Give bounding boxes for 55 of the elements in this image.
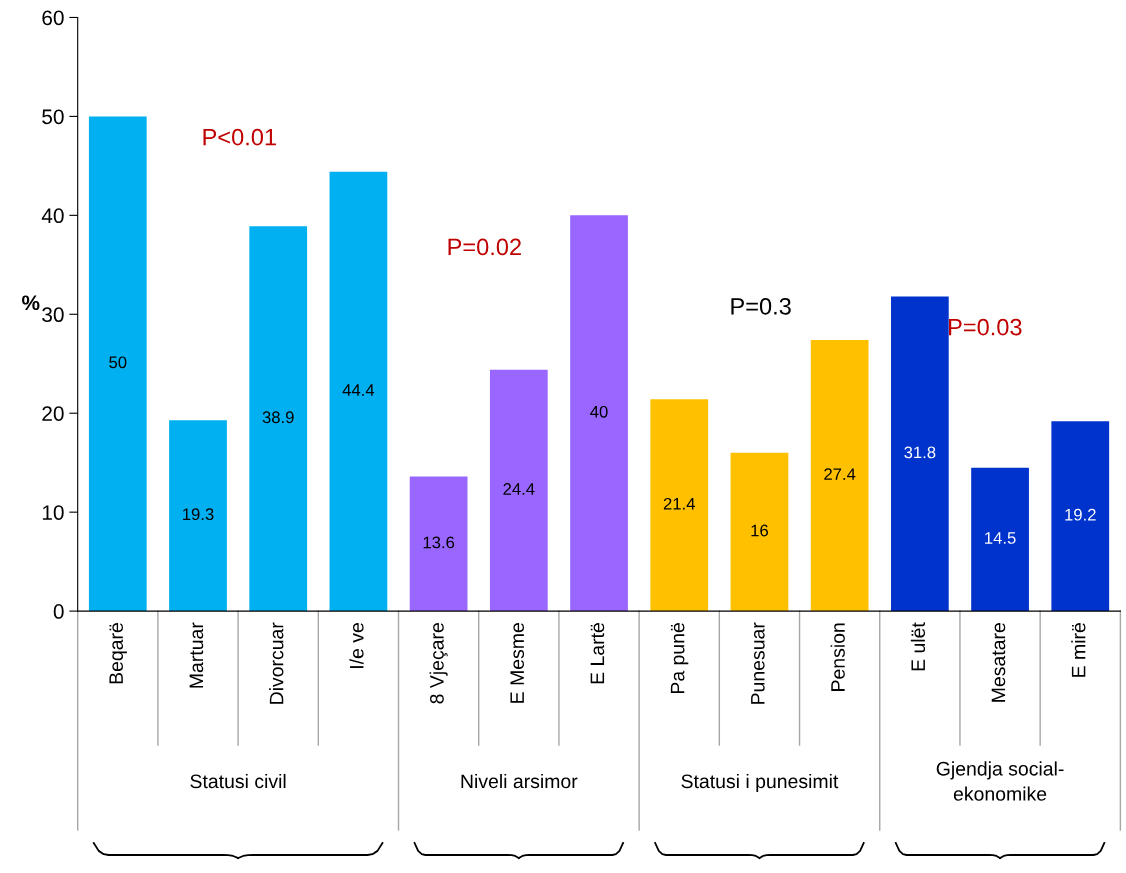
x-tick-label: E Lartë [590, 623, 605, 684]
data-label: 19.3 [183, 508, 214, 521]
data-label: 24.4 [503, 483, 535, 495]
annotation: P=0.03 [949, 318, 1022, 336]
data-label: 50 [109, 356, 127, 369]
bar [409, 476, 468, 612]
y-tick-label: 60 [42, 10, 64, 26]
bar [890, 296, 949, 612]
text: Statusi civil [190, 773, 286, 789]
x-tick-label: Divorcuar [269, 622, 284, 704]
annotation: P=0.3 [731, 297, 791, 315]
bar [88, 116, 147, 612]
y-tick-label: 10 [42, 505, 64, 520]
data-label: 21.4 [663, 497, 695, 510]
data-label: 38.9 [262, 411, 294, 424]
text: Statusi i punesimit [681, 773, 839, 793]
data-label: 14.5 [985, 532, 1016, 544]
bar [1051, 421, 1110, 612]
data-label: 16 [751, 524, 768, 537]
data-label: 27.4 [824, 468, 856, 480]
bar [730, 452, 789, 612]
x-tick-label: Pension [830, 623, 845, 691]
y-tick-label: 20 [42, 406, 64, 421]
x-tick-label: I/e ve [349, 623, 364, 668]
x-tick-label: 8 Vjeçare [429, 623, 448, 704]
x-tick-label: Beqarë [109, 623, 127, 684]
bar [329, 171, 388, 612]
data-label: 31.8 [904, 446, 936, 459]
y-tick-label: 50 [42, 109, 64, 125]
x-tick-label: Punesuar [751, 622, 765, 704]
data-label: 40 [590, 405, 608, 418]
x-tick-label: E ulët [910, 622, 926, 671]
bar [169, 420, 227, 612]
bar [810, 340, 869, 612]
x-tick-label: Martuar [189, 622, 204, 688]
y-tick-label: 40 [41, 208, 64, 224]
bar [249, 226, 308, 612]
x-tick-label: E Mesme [510, 623, 525, 703]
bar [650, 399, 709, 612]
data-label: 19.2 [1065, 508, 1096, 521]
data-label: 13.6 [423, 536, 455, 549]
bar [489, 369, 548, 612]
text: Niveli arsimor [461, 773, 578, 789]
data-label: 44.4 [342, 384, 375, 396]
x-tick-label: E mirë [1071, 623, 1086, 677]
bar [570, 215, 628, 612]
y-axis-title: % [22, 295, 40, 311]
y-tick-label: 0 [53, 604, 64, 619]
annotation: P=0.02 [448, 238, 521, 256]
y-tick-label: 30 [42, 307, 64, 323]
text: Gjendja social- ekonomike [936, 761, 1064, 801]
x-tick-label: Mesatare [991, 623, 1006, 702]
x-tick-label: Pa punë [670, 623, 689, 694]
annotation: P<0.01 [203, 128, 276, 146]
bar [971, 467, 1029, 612]
